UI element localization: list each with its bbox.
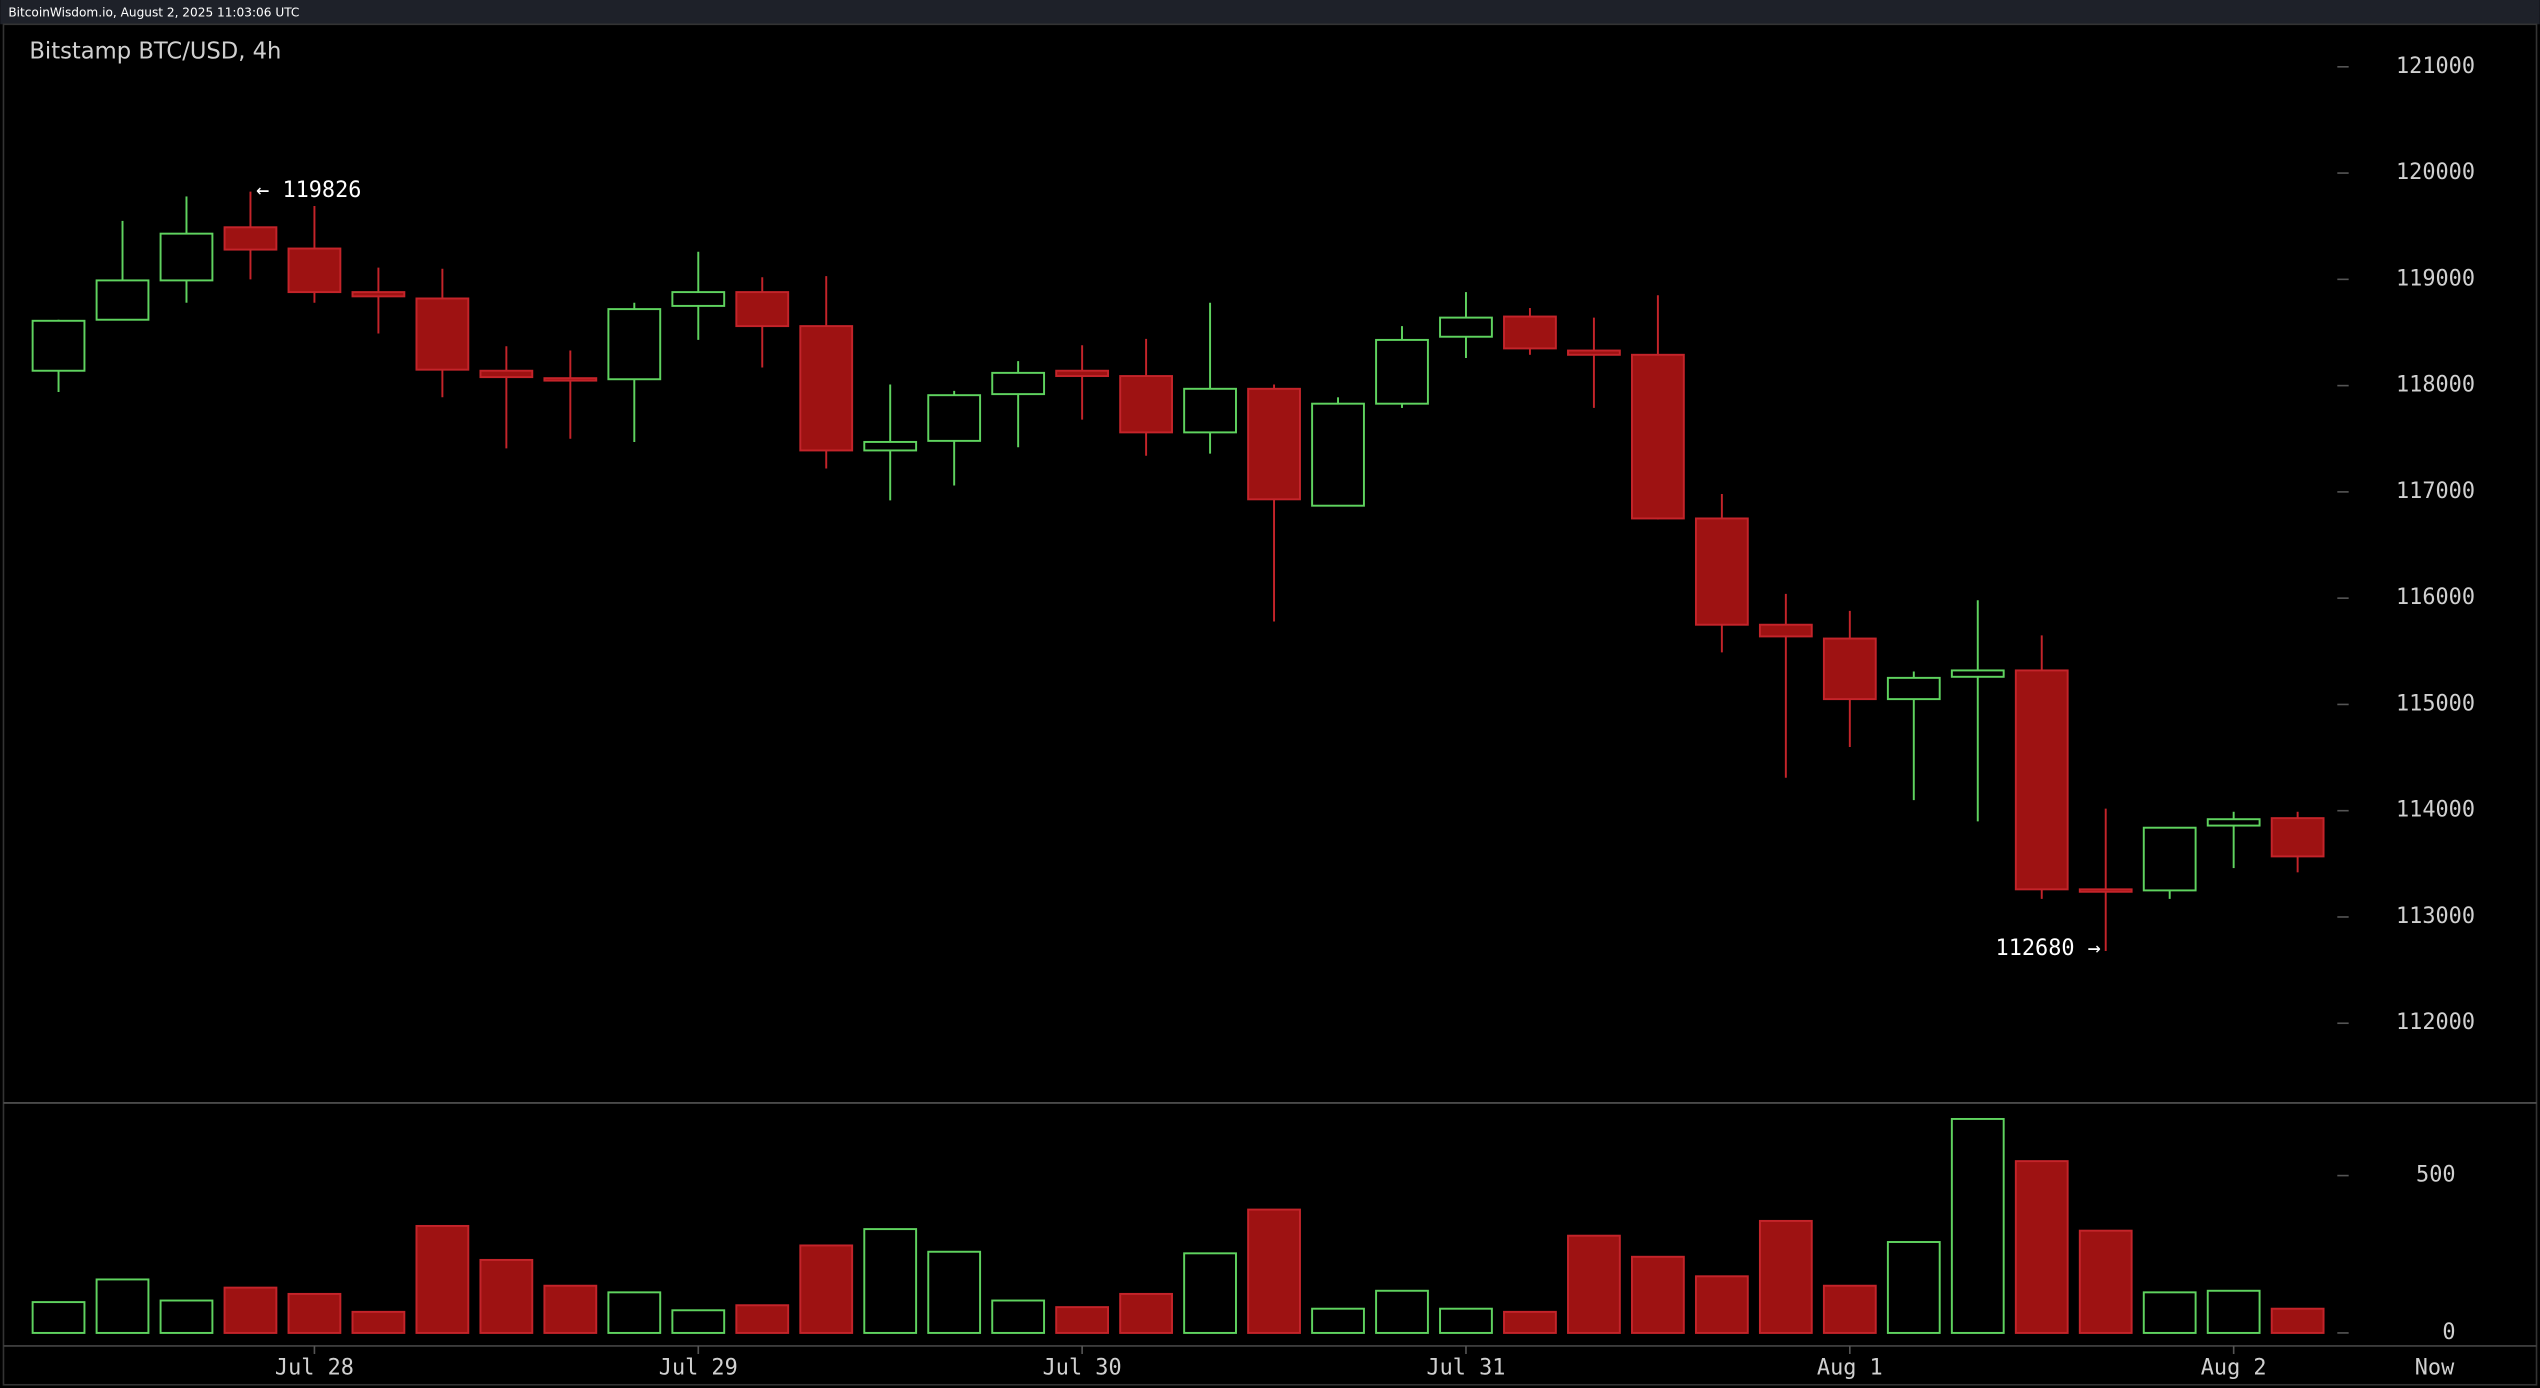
volume-bar — [1311, 1307, 1365, 1334]
candle-body — [351, 291, 406, 298]
now-label: Now — [2415, 1356, 2455, 1381]
x-tick-label: Jul 30 — [1043, 1356, 1122, 1381]
y-tick-label: 117000 — [2396, 479, 2475, 504]
volume-bar — [1183, 1252, 1237, 1334]
volume-bar — [479, 1258, 534, 1334]
candle-body — [95, 279, 150, 321]
volume-bar — [95, 1278, 150, 1334]
candle-body — [2270, 817, 2325, 858]
volume-bar — [223, 1286, 278, 1334]
volume-bar — [1567, 1234, 1621, 1334]
volume-bar — [1375, 1289, 1429, 1334]
volume-bar — [927, 1250, 982, 1334]
candle-body — [1375, 338, 1429, 405]
annotation: ← 119826 — [256, 178, 361, 203]
frame — [2, 23, 2538, 1386]
volume-bar — [1950, 1117, 2005, 1334]
candle-body — [1567, 349, 1621, 356]
candle-body — [1055, 369, 1110, 378]
volume-bar — [1631, 1255, 1685, 1334]
candle-body — [735, 291, 790, 328]
volume-bar — [159, 1299, 214, 1334]
candle-body — [1119, 375, 1173, 434]
candle-body — [1311, 402, 1365, 507]
candle-body — [287, 247, 342, 294]
volume-bar — [1247, 1208, 1301, 1334]
volume-bar — [415, 1224, 470, 1334]
x-tick-label: Aug 1 — [1817, 1356, 1883, 1381]
y-tick-label: 114000 — [2396, 798, 2475, 823]
x-tick-label: Jul 29 — [659, 1356, 738, 1381]
y-tick-label: 115000 — [2396, 691, 2475, 716]
candle-body — [607, 308, 662, 381]
candle-body — [2142, 826, 2197, 892]
volume-bar — [2014, 1160, 2069, 1334]
candle-body — [31, 319, 86, 372]
volume-bar — [351, 1310, 406, 1334]
y-tick-label: 116000 — [2396, 585, 2475, 610]
volume-bar — [1886, 1241, 1941, 1334]
y-tick-label: 500 — [2416, 1163, 2455, 1188]
candle-body — [479, 369, 534, 379]
candle-body — [1694, 517, 1749, 626]
volume-bar — [991, 1299, 1046, 1334]
volume-bar — [2142, 1291, 2197, 1334]
volume-bar — [2206, 1289, 2261, 1334]
y-tick-label: 113000 — [2396, 904, 2475, 929]
volume-bar — [1055, 1306, 1110, 1334]
candle-body — [799, 325, 854, 452]
annotation: 112680 → — [1996, 936, 2101, 961]
candle-body — [415, 297, 470, 371]
volume-bar — [671, 1309, 726, 1334]
y-tick-label: 112000 — [2396, 1010, 2475, 1035]
candle-body — [223, 226, 278, 251]
volume-bar — [31, 1301, 86, 1334]
candle-body — [1950, 669, 2005, 678]
y-tick-label: 0 — [2442, 1320, 2455, 1345]
volume-bar — [735, 1304, 790, 1334]
volume-bar — [543, 1284, 598, 1334]
candle-body — [159, 232, 214, 282]
volume-bar — [799, 1244, 854, 1334]
volume-bar — [863, 1228, 918, 1334]
candle-body — [1631, 353, 1685, 520]
header-bar — [0, 0, 2540, 25]
y-tick-label: 119000 — [2396, 266, 2475, 291]
candle-body — [543, 377, 598, 382]
x-tick-label: Jul 28 — [275, 1356, 354, 1381]
candle-body — [1439, 316, 1493, 338]
candle-body — [1822, 637, 1877, 701]
y-tick-label: 118000 — [2396, 373, 2475, 398]
candle-body — [927, 394, 982, 442]
candle-body — [671, 291, 726, 307]
x-tick-label: Jul 31 — [1426, 1356, 1505, 1381]
candle-body — [1247, 387, 1301, 501]
volume-bar — [1758, 1219, 1813, 1334]
chart-title: Bitstamp BTC/USD, 4h — [29, 38, 281, 64]
candle-body — [991, 371, 1046, 396]
x-tick-label: Aug 2 — [2201, 1356, 2267, 1381]
candle-body — [1886, 676, 1941, 701]
volume-bar — [2270, 1307, 2325, 1334]
candle-body — [1503, 315, 1557, 350]
volume-bar — [2078, 1229, 2133, 1334]
y-tick-label: 121000 — [2396, 54, 2475, 79]
volume-bar — [1694, 1275, 1749, 1334]
volume-bar — [607, 1291, 662, 1334]
y-tick-label: 120000 — [2396, 160, 2475, 185]
header-text: BitcoinWisdom.io, August 2, 2025 11:03:0… — [8, 5, 299, 19]
candle-body — [2078, 888, 2133, 893]
candle-body — [863, 440, 918, 452]
volume-bar — [1503, 1310, 1557, 1334]
candle-body — [1183, 387, 1237, 434]
candle-body — [1758, 623, 1813, 638]
volume-bar — [1119, 1292, 1173, 1334]
candle-body — [2014, 669, 2069, 891]
volume-bar — [287, 1292, 342, 1334]
volume-bar — [1439, 1307, 1493, 1334]
candle-body — [2206, 818, 2261, 827]
volume-bar — [1822, 1284, 1877, 1334]
